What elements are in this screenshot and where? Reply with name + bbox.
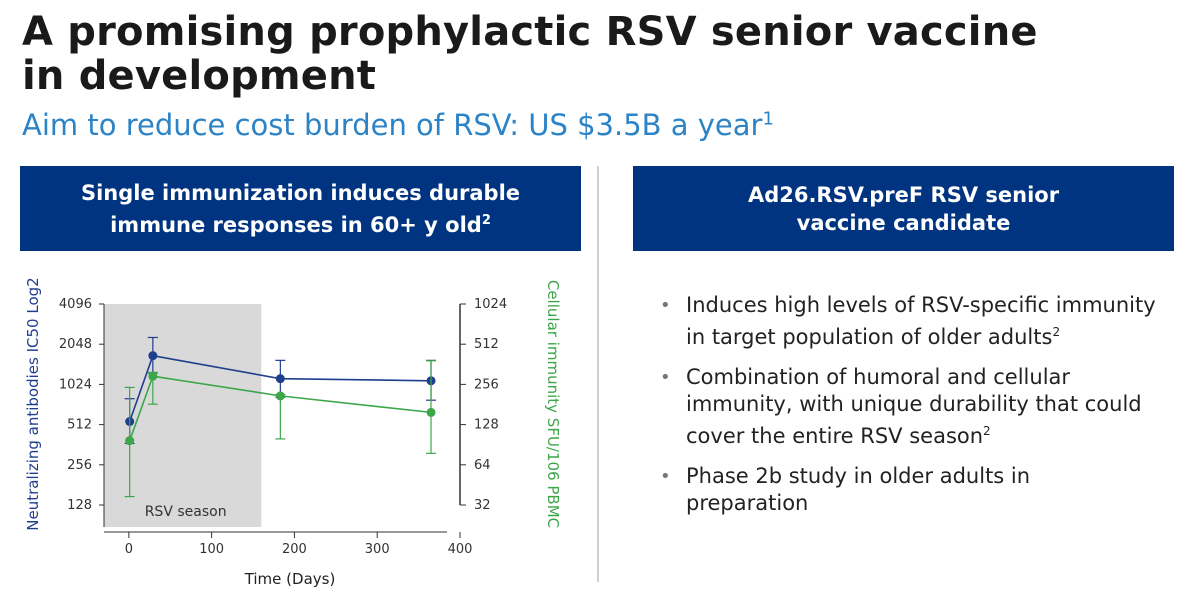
bullet-item: • Combination of humoral and cellular imm…	[658, 364, 1158, 450]
data-point	[148, 371, 158, 381]
left-header-line1: Single immunization induces durable	[80, 180, 521, 205]
bullet-dot-icon: •	[660, 466, 671, 487]
rsv-season-band	[104, 304, 262, 527]
left-panel-header: Single immunization induces durable immu…	[20, 166, 581, 251]
bullet-item: • Induces high levels of RSV-specific imm…	[658, 292, 1158, 351]
data-point	[275, 391, 285, 401]
bullet-item: • Phase 2b study in older adults in prepa…	[658, 463, 1158, 517]
series-line-1	[128, 354, 432, 422]
immune-response-chart: RSV season 128 256 512 1024 2048 4096 32 64 128 25…	[24, 277, 562, 588]
y-left-tick-label: 256	[67, 458, 92, 473]
y-right-axis-label: Cellular immunity SFU/106 PBMC	[544, 280, 562, 528]
right-panel-header: Ad26.RSV.preF RSV senior vaccine candida…	[633, 166, 1174, 251]
x-tick-label: 400	[448, 542, 473, 557]
slide-subtitle-text: Aim to reduce cost burden of RSV: US $3.…	[22, 108, 763, 142]
slide-title: A promising prophylactic RSV senior vacc…	[22, 10, 1038, 98]
bullet-dot-icon: •	[660, 367, 671, 388]
x-tick-label: 0	[125, 542, 133, 557]
rsv-season-label: RSV season	[145, 504, 227, 520]
y-right-tick-label: 128	[474, 418, 499, 433]
data-point	[275, 374, 285, 384]
left-header-line2: immune responses in 60+ y old	[110, 212, 482, 237]
bullet-footnote: 2	[983, 424, 991, 438]
y-right-tick-label: 64	[474, 458, 491, 473]
subtitle-footnote: 1	[762, 108, 774, 130]
slide-subtitle: Aim to reduce cost burden of RSV: US $3.…	[22, 108, 774, 142]
x-axis-label: Time (Days)	[244, 570, 336, 588]
x-tick-label: 200	[282, 542, 307, 557]
bullet-dot-icon: •	[660, 295, 671, 316]
data-point	[148, 351, 158, 361]
bullet-text: Induces high levels of RSV-specific immu…	[686, 293, 1156, 349]
data-point	[125, 436, 135, 446]
bullet-footnote: 2	[1052, 325, 1061, 339]
y-left-axis-label: Neutralizing antibodies IC50 Log2	[24, 277, 42, 530]
panel-divider	[597, 166, 599, 582]
y-left-tick-label: 128	[67, 498, 92, 513]
bullet-text: Phase 2b study in older adults in prepar…	[686, 464, 1031, 515]
slide-title-line2: in development	[22, 53, 377, 99]
y-left-tick-label: 512	[67, 418, 92, 433]
y-right-tick-label: 1024	[474, 297, 507, 312]
right-header-line1: Ad26.RSV.preF RSV senior	[747, 182, 1060, 207]
y-right-tick-label: 512	[474, 337, 499, 352]
vaccine-bullet-list: • Induces high levels of RSV-specific imm…	[658, 292, 1158, 530]
y-left-tick-label: 2048	[59, 337, 92, 352]
left-header-footnote: 2	[481, 212, 491, 228]
right-header-line2: vaccine candidate	[796, 210, 1011, 235]
y-left-tick-label: 1024	[59, 377, 92, 392]
y-right-tick-label: 256	[474, 377, 499, 392]
y-right-tick-label: 32	[474, 498, 491, 513]
series-line-2	[128, 375, 432, 441]
slide-title-line1: A promising prophylactic RSV senior vacc…	[22, 9, 1038, 55]
data-point	[426, 407, 436, 417]
x-tick-label: 300	[365, 542, 390, 557]
x-tick-label: 100	[199, 542, 224, 557]
bullet-text: Combination of humoral and cellular immu…	[686, 365, 1142, 448]
y-left-tick-label: 4096	[59, 297, 92, 312]
